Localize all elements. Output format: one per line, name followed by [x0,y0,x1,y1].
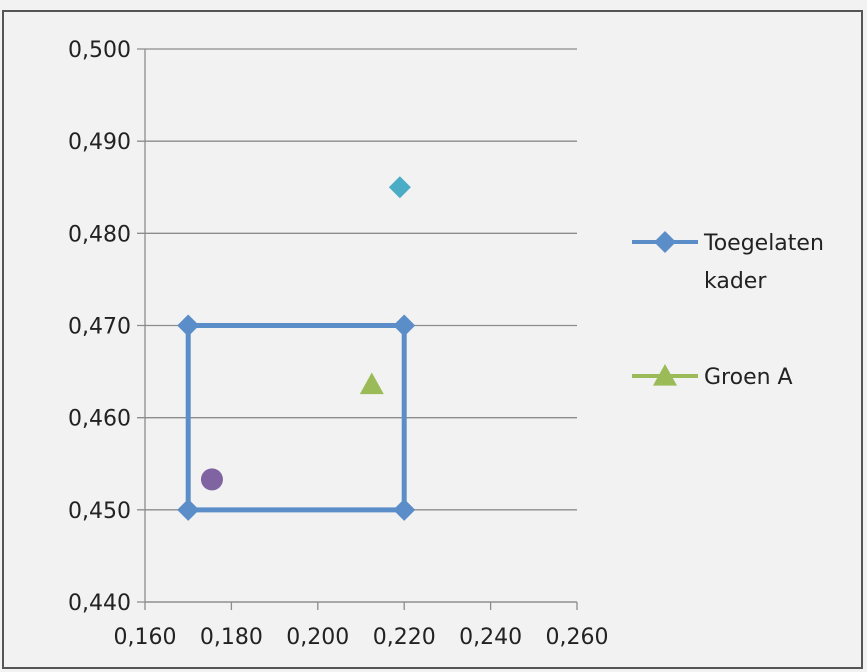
y-tick-label: 0,500 [68,38,131,63]
data-point-diamond [393,314,416,337]
y-tick-label: 0,440 [68,591,131,616]
scatter-chart: 0,440 0,450 0,460 0,470 0,480 0,490 0,500 0,16… [68,38,824,650]
x-tick-label: 0,200 [286,625,349,650]
data-point-diamond [393,498,416,521]
legend-marker-diamond [654,231,676,253]
x-tick-label: 0,220 [373,625,436,650]
data-point-circle [200,468,223,491]
legend-label: Toegelaten [703,231,824,256]
y-tick-labels: 0,440 0,450 0,460 0,470 0,480 0,490 0,500 [68,38,131,616]
y-tick-label: 0,460 [68,407,131,432]
data-point-triangle [359,372,384,395]
legend-label: Groen A [704,365,793,390]
y-tick-label: 0,480 [68,222,131,247]
x-tick-label: 0,160 [114,625,177,650]
y-tick-label: 0,490 [68,130,131,155]
x-tick-label: 0,240 [459,625,522,650]
y-tick-label: 0,470 [68,315,131,340]
data-point-diamond [388,176,411,199]
legend-marker-triangle [653,364,677,386]
x-tick-labels: 0,160 0,180 0,200 0,220 0,240 0,260 [114,625,609,650]
x-tick-label: 0,180 [200,625,263,650]
legend-label: kader [704,269,767,294]
axes [144,49,578,610]
y-tick-label: 0,450 [68,499,131,524]
x-tick-label: 0,260 [546,625,609,650]
legend: Toegelaten kader Groen A [632,231,824,390]
plot-series [177,176,416,521]
data-point-diamond [177,314,200,337]
data-point-diamond [177,498,200,521]
chart-frame: 0,440 0,450 0,460 0,470 0,480 0,490 0,500 0,16… [2,10,863,669]
